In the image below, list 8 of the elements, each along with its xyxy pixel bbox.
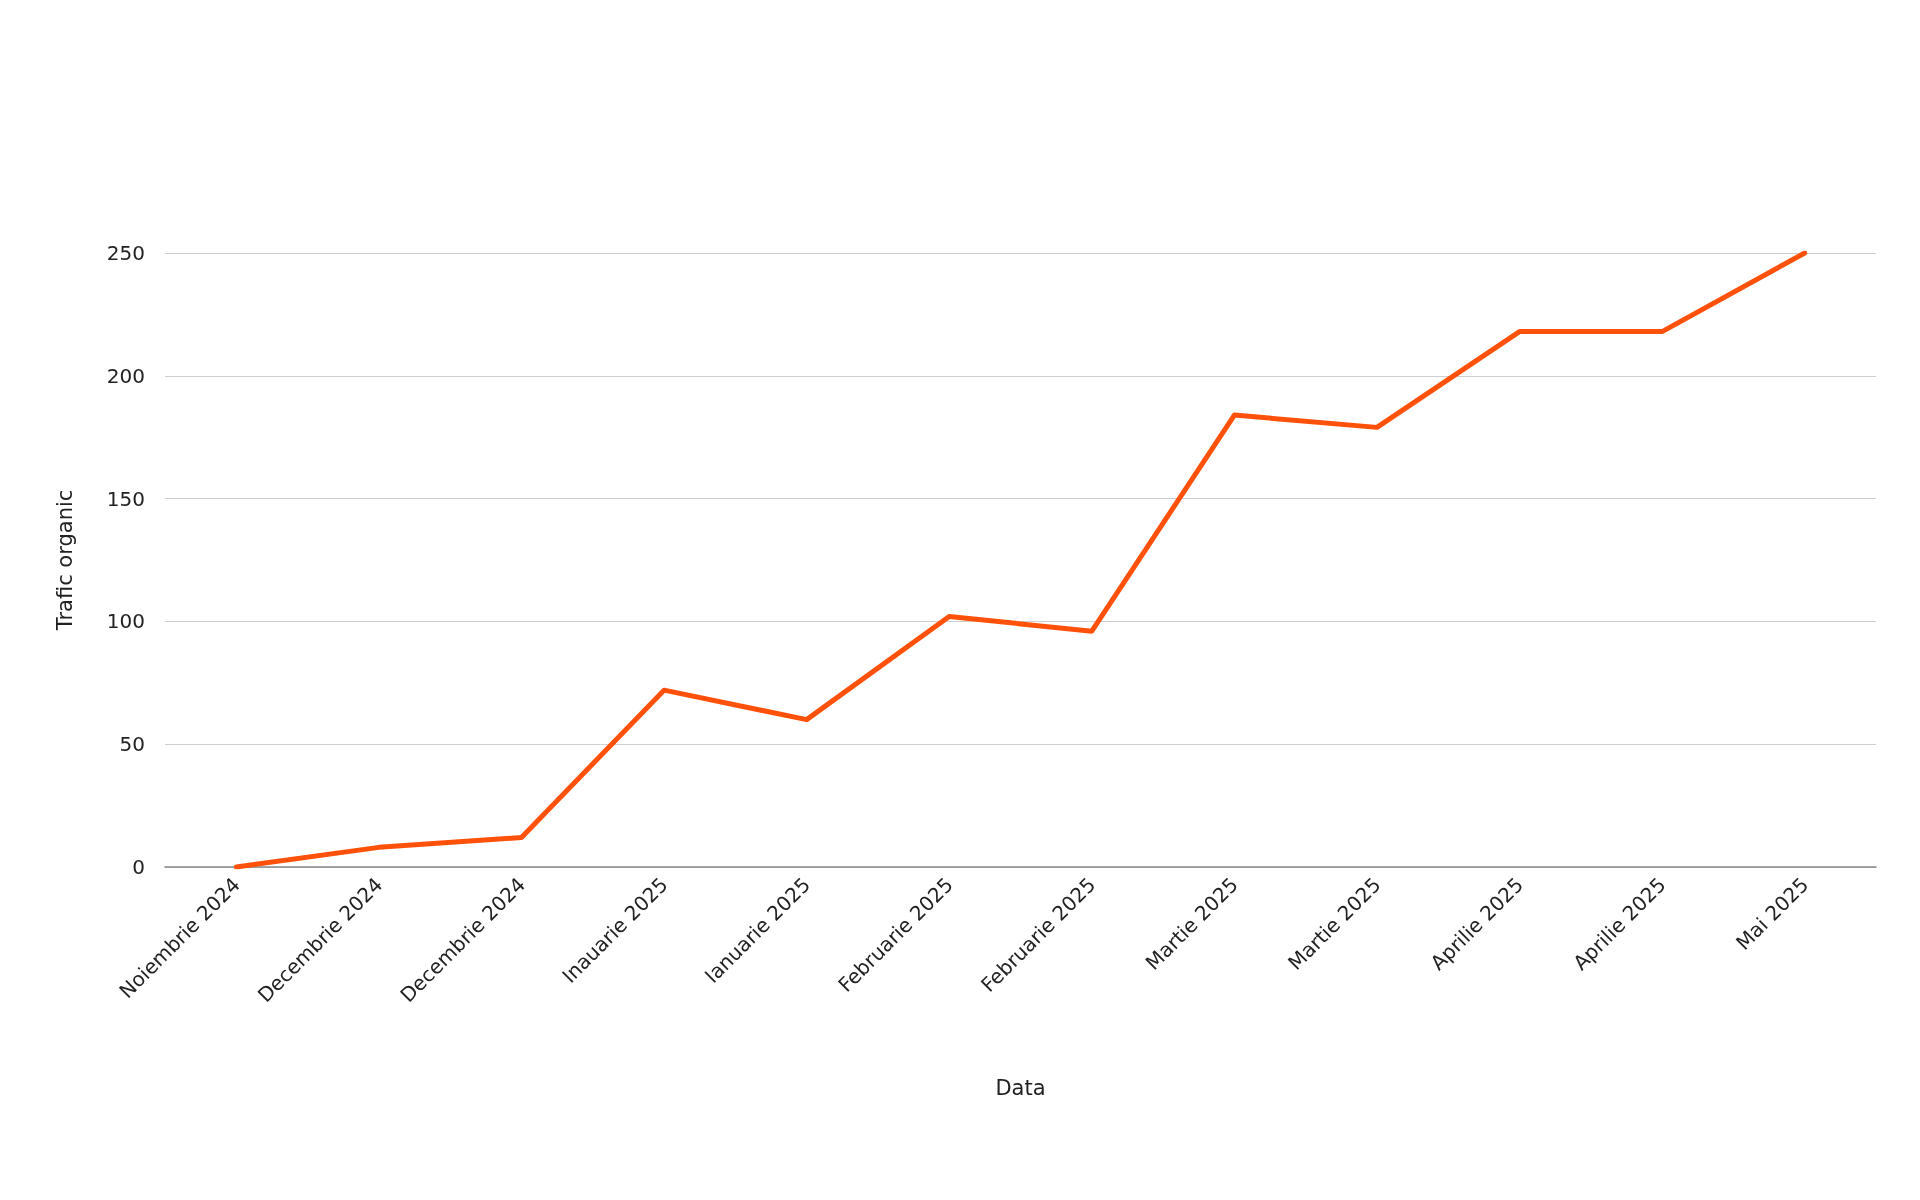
y-axis-title: Trafic organic [52,489,77,632]
y-tick-label: 150 [106,486,145,511]
y-tick-label: 200 [106,363,145,388]
x-axis-title: Data [995,1075,1046,1100]
y-tick-label: 250 [106,241,145,265]
y-tick-label: 50 [119,732,145,757]
y-tick-label: 0 [132,855,145,879]
y-tick-label: 100 [106,609,145,634]
